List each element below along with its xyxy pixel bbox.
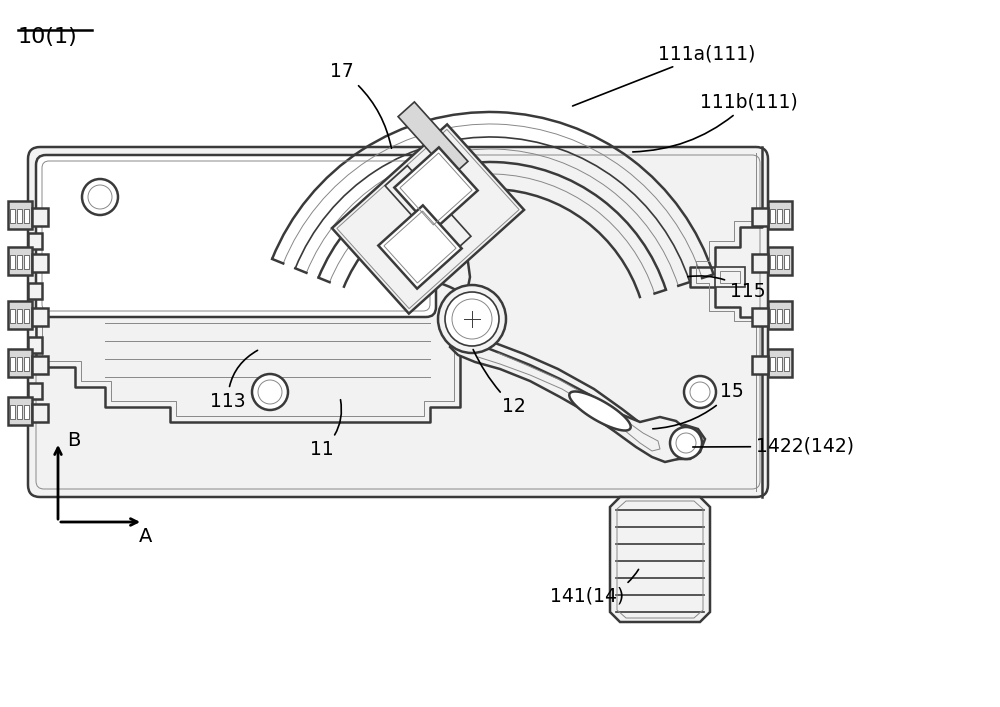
Text: 111a(111): 111a(111) [573, 44, 755, 106]
Bar [24, 309, 29, 323]
Bar [24, 255, 29, 269]
Bar [784, 255, 789, 269]
Bar [770, 357, 775, 371]
Text: 12: 12 [473, 349, 526, 416]
Polygon shape [378, 205, 462, 288]
Polygon shape [655, 425, 705, 459]
Bar [24, 405, 29, 419]
Bar [17, 405, 22, 419]
Polygon shape [394, 147, 478, 230]
Bar [770, 309, 775, 323]
Bar [32, 308, 48, 326]
Bar [777, 255, 782, 269]
Text: 141(14): 141(14) [550, 569, 639, 606]
Bar [10, 209, 15, 223]
Bar [8, 397, 32, 425]
Bar [8, 247, 32, 275]
FancyBboxPatch shape [36, 155, 436, 317]
Bar [32, 208, 48, 226]
Text: 115: 115 [688, 276, 766, 301]
Circle shape [82, 179, 118, 215]
Bar [10, 309, 15, 323]
Bar [32, 356, 48, 374]
Circle shape [252, 374, 288, 410]
Bar [10, 357, 15, 371]
Bar [17, 309, 22, 323]
Text: 17: 17 [330, 62, 391, 148]
Circle shape [445, 292, 499, 346]
Bar [768, 247, 792, 275]
Bar [8, 349, 32, 377]
Bar [28, 337, 42, 353]
Bar [24, 357, 29, 371]
Bar [720, 271, 740, 283]
Bar [17, 209, 22, 223]
Circle shape [438, 285, 506, 353]
Bar [17, 357, 22, 371]
Bar [715, 267, 745, 287]
Text: A: A [139, 527, 153, 546]
Polygon shape [332, 124, 524, 314]
Text: 11: 11 [310, 399, 341, 459]
Bar [784, 357, 789, 371]
Bar [752, 308, 768, 326]
Bar [32, 404, 48, 422]
Bar [28, 383, 42, 399]
Polygon shape [408, 252, 470, 292]
Bar [768, 301, 792, 329]
Polygon shape [450, 335, 690, 462]
Bar [24, 209, 29, 223]
Bar [28, 283, 42, 299]
Bar [777, 309, 782, 323]
Bar [784, 209, 789, 223]
Bar [8, 201, 32, 229]
Bar [10, 405, 15, 419]
Bar [770, 255, 775, 269]
Polygon shape [569, 392, 631, 431]
Bar [17, 255, 22, 269]
Text: 1422(142): 1422(142) [693, 437, 854, 456]
Text: 15: 15 [653, 382, 744, 429]
Bar [768, 201, 792, 229]
Bar [752, 356, 768, 374]
Bar [777, 357, 782, 371]
Bar [784, 309, 789, 323]
Text: 113: 113 [210, 351, 258, 411]
Polygon shape [375, 257, 410, 282]
Text: 111b(111): 111b(111) [633, 92, 798, 152]
Polygon shape [385, 165, 471, 257]
Bar [768, 349, 792, 377]
FancyBboxPatch shape [28, 147, 768, 497]
Bar [770, 209, 775, 223]
Circle shape [684, 376, 716, 408]
Bar [10, 255, 15, 269]
Polygon shape [398, 102, 468, 176]
Bar [752, 254, 768, 272]
Bar [752, 208, 768, 226]
Bar [8, 301, 32, 329]
Bar [28, 233, 42, 249]
Text: B: B [67, 431, 80, 450]
Polygon shape [472, 339, 680, 459]
Text: 10(1): 10(1) [18, 27, 78, 47]
Polygon shape [610, 497, 710, 622]
Bar [777, 209, 782, 223]
Bar [32, 254, 48, 272]
Circle shape [670, 427, 702, 459]
